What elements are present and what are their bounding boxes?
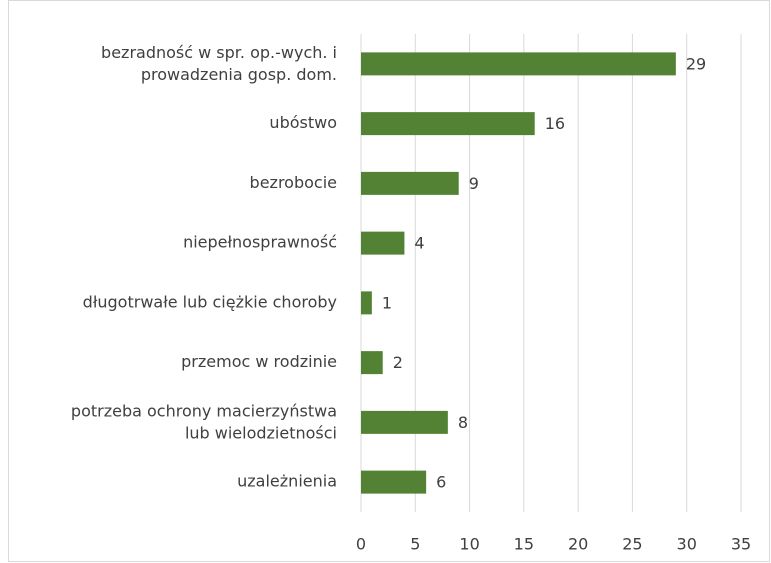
bar (361, 231, 405, 255)
bar (361, 52, 676, 76)
y-tick-label: ubóstwo (269, 113, 337, 132)
value-label: 4 (414, 234, 424, 253)
x-tick-label: 5 (410, 535, 420, 554)
bar (361, 470, 427, 494)
bar (361, 291, 372, 315)
value-label: 2 (393, 353, 403, 372)
x-tick-label: 20 (568, 535, 588, 554)
value-label: 9 (469, 174, 479, 193)
value-label: 29 (686, 54, 706, 73)
chart-border (8, 0, 770, 562)
x-tick-label: 10 (459, 535, 479, 554)
y-tick-label: potrzeba ochrony macierzyństwa lub wielod… (71, 401, 337, 442)
bar (361, 112, 535, 136)
value-label: 6 (436, 473, 446, 492)
y-tick-label: uzależnienia (237, 472, 337, 491)
y-tick-label: przemoc w rodzinie (181, 352, 337, 371)
y-tick-label: bezrobocie (250, 173, 337, 192)
x-tick-label: 0 (356, 535, 366, 554)
bar (361, 410, 448, 434)
y-tick-label: niepełnosprawność (183, 233, 337, 252)
x-tick-label: 35 (731, 535, 751, 554)
y-tick-label: bezradność w spr. op.-wych. i prowadzenia… (101, 42, 337, 83)
x-tick-label: 15 (514, 535, 534, 554)
x-tick-label: 30 (677, 535, 697, 554)
x-tick-label: 25 (622, 535, 642, 554)
bar (361, 171, 459, 195)
bar (361, 351, 383, 375)
value-label: 16 (545, 114, 565, 133)
value-label: 1 (382, 293, 392, 312)
y-tick-label: długotrwałe lub ciężkie choroby (83, 292, 337, 311)
value-label: 8 (458, 413, 468, 432)
